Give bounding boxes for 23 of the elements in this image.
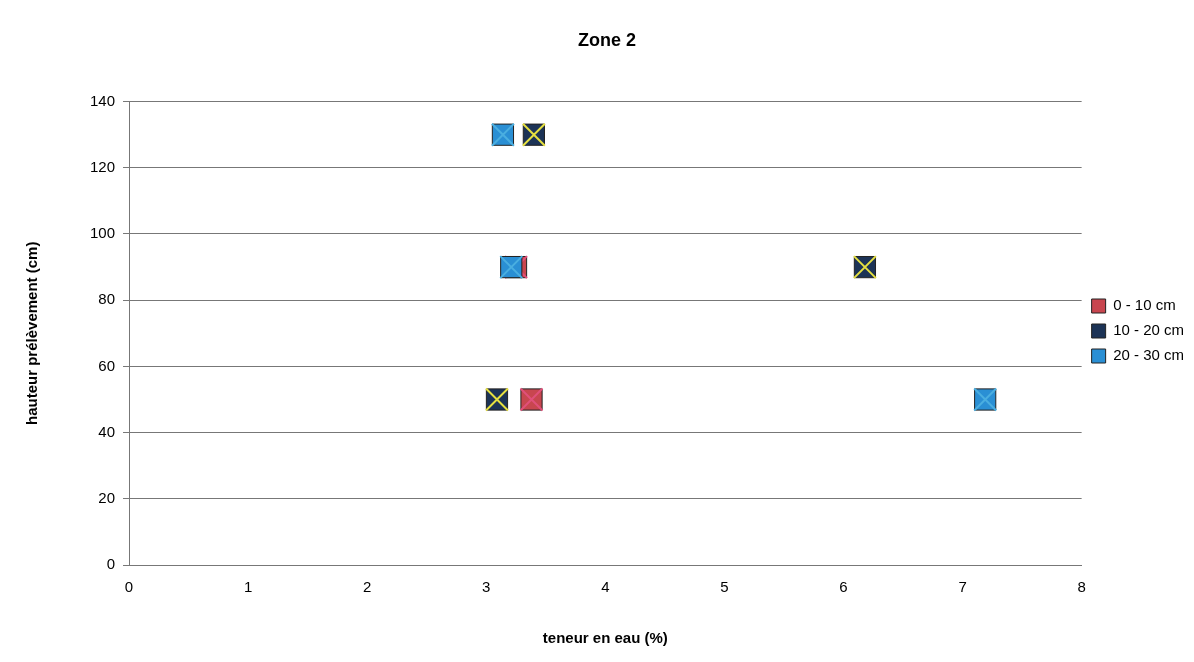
x-tick-label: 7 — [958, 578, 967, 596]
legend-label: 20 - 30 cm — [1113, 346, 1185, 364]
x-tick-label: 2 — [363, 578, 372, 596]
x-tick-label: 8 — [1077, 578, 1086, 596]
x-tick-label: 4 — [601, 578, 610, 596]
y-tick-label: 60 — [98, 356, 116, 374]
x-tick-label: 0 — [124, 578, 134, 596]
x-axis-title: teneur en eau (%) — [542, 629, 668, 647]
y-tick-label: 40 — [98, 422, 116, 440]
legend-label: 10 - 20 cm — [1113, 321, 1185, 339]
y-tick-label: 100 — [90, 224, 116, 242]
x-tick-label: 6 — [839, 578, 848, 596]
y-tick-label: 80 — [98, 290, 116, 308]
y-tick-label: 140 — [90, 91, 116, 109]
y-tick-label: 120 — [90, 157, 116, 175]
y-tick-label: 20 — [98, 488, 116, 506]
x-tick-label: 3 — [482, 578, 491, 596]
chart-title: Zone 2 — [577, 29, 637, 50]
y-axis-title: hauteur prélèvement (cm) — [23, 241, 41, 425]
x-tick-label: 1 — [243, 578, 253, 596]
x-tick-label: 5 — [720, 578, 729, 596]
y-tick-label: 0 — [106, 555, 116, 573]
legend-label: 0 - 10 cm — [1113, 296, 1176, 314]
